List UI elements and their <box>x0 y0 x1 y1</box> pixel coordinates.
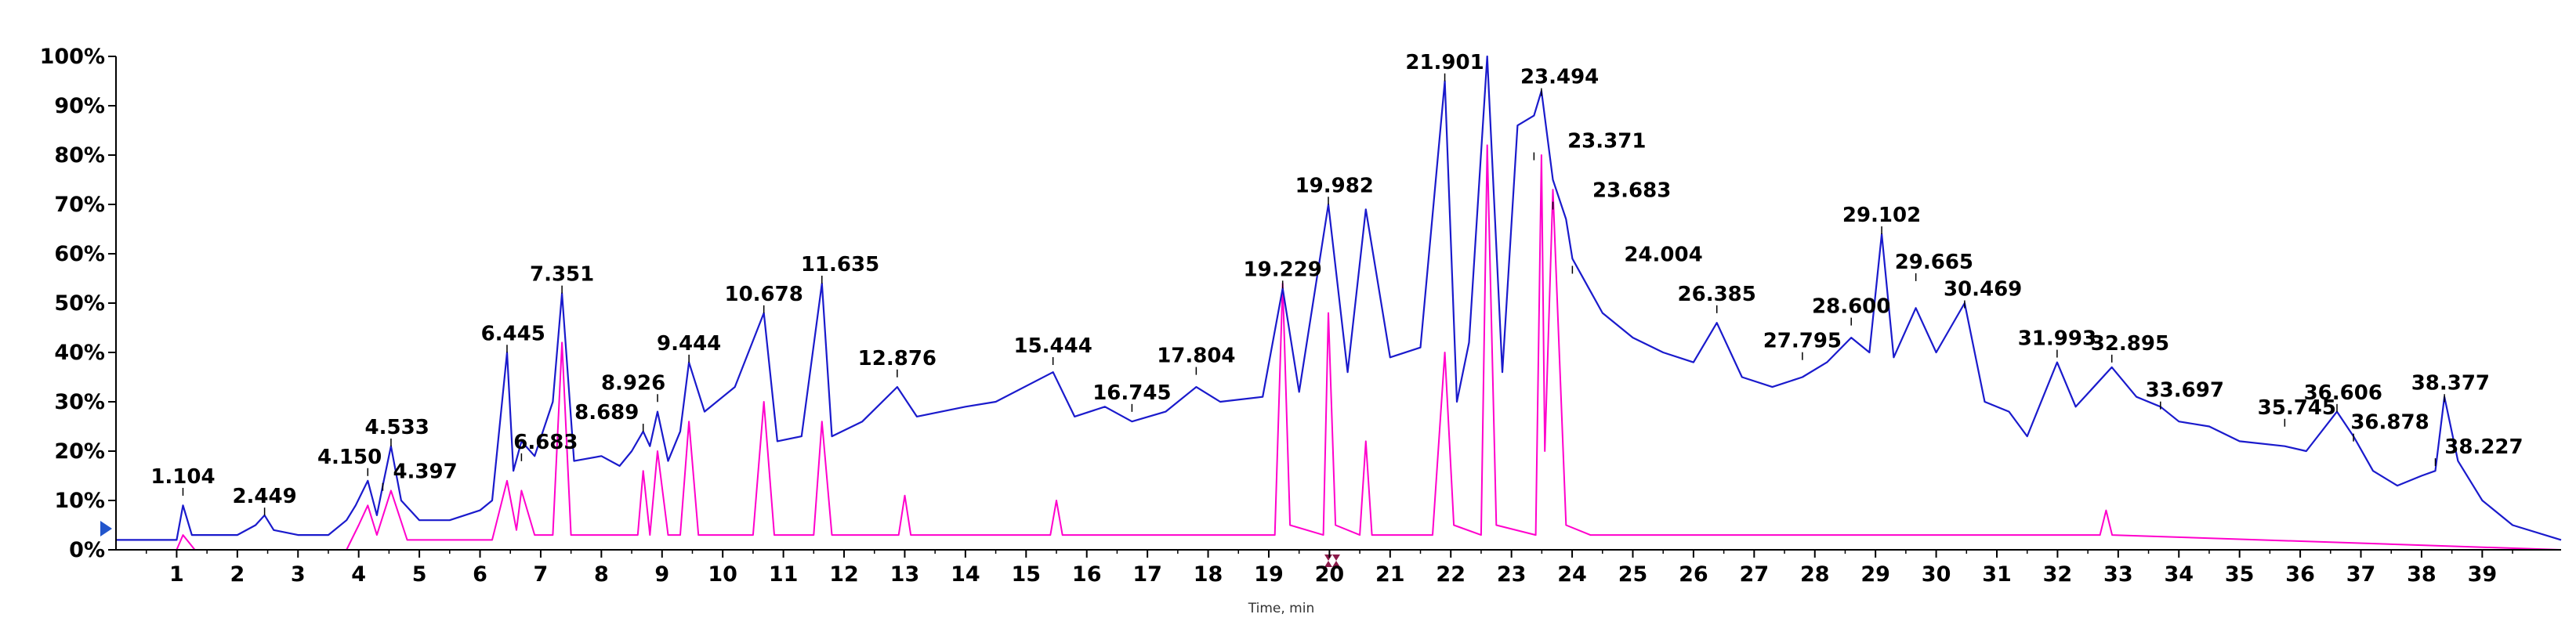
x-tick-label: 11 <box>769 562 799 587</box>
peak-label: 8.689 <box>574 401 639 424</box>
peak-label: 28.600 <box>1812 295 1890 319</box>
x-tick-label: 3 <box>291 562 306 587</box>
cursor-marker-icon <box>1324 554 1340 567</box>
peak-label: 30.469 <box>1944 278 2022 302</box>
series-line-1 <box>116 55 2562 541</box>
peak-label: 4.533 <box>365 416 429 439</box>
y-tick-label: 20% <box>54 439 105 464</box>
peak-label: 19.229 <box>1244 258 1322 281</box>
x-tick-label: 13 <box>890 562 920 587</box>
x-tick-label: 2 <box>230 562 245 587</box>
x-tick-label: 14 <box>951 562 980 587</box>
peak-label: 9.444 <box>657 332 721 356</box>
x-tick-label: 36 <box>2285 562 2315 587</box>
peak-label: 12.876 <box>858 347 937 370</box>
x-tick-label: 37 <box>2346 562 2376 587</box>
y-tick-label: 10% <box>54 489 105 513</box>
peak-label: 26.385 <box>1678 283 1756 306</box>
y-tick-label: 80% <box>54 143 105 168</box>
series-line-2 <box>116 144 2562 551</box>
y-tick-label: 50% <box>54 291 105 316</box>
x-tick-label: 39 <box>2468 562 2498 587</box>
peak-label: 38.377 <box>2411 371 2490 395</box>
peak-label: 36.878 <box>2350 411 2429 435</box>
x-tick-label: 16 <box>1072 562 1102 587</box>
x-tick-label: 26 <box>1679 562 1708 587</box>
peak-label: 17.804 <box>1157 345 1235 368</box>
peak-label: 32.895 <box>2091 332 2169 356</box>
x-tick-label: 10 <box>708 562 737 587</box>
axes-layer <box>100 56 2561 567</box>
x-tick-label: 24 <box>1557 562 1587 587</box>
peak-label: 23.494 <box>1520 66 1599 89</box>
peak-label: 6.683 <box>513 431 578 454</box>
x-tick-label: 31 <box>1982 562 2012 587</box>
peak-label: 19.982 <box>1295 174 1374 197</box>
peak-label: 16.745 <box>1092 381 1171 405</box>
x-tick-label: 23 <box>1497 562 1527 587</box>
x-tick-label: 34 <box>2164 562 2194 587</box>
peak-label: 36.606 <box>2304 381 2382 405</box>
y-tick-label: 90% <box>54 94 105 118</box>
x-tick-label: 4 <box>351 562 366 587</box>
peak-label: 23.683 <box>1592 179 1671 203</box>
y-offset-arrow-icon <box>100 521 112 536</box>
x-tick-label: 6 <box>473 562 487 587</box>
x-tick-label: 27 <box>1740 562 1770 587</box>
peak-label: 8.926 <box>601 371 665 395</box>
x-tick-label: 33 <box>2103 562 2133 587</box>
x-tick-label: 38 <box>2407 562 2437 587</box>
peak-label: 6.445 <box>481 322 545 345</box>
peak-label: 11.635 <box>801 253 879 276</box>
x-tick-label: 5 <box>412 562 427 587</box>
x-tick-label: 30 <box>1922 562 1951 587</box>
x-tick-label: 15 <box>1012 562 1042 587</box>
x-tick-label: 7 <box>534 562 549 587</box>
peak-label: 1.104 <box>150 465 215 489</box>
y-tick-label: 100% <box>40 45 105 69</box>
x-tick-label: 32 <box>2043 562 2073 587</box>
peak-label: 21.901 <box>1405 51 1484 74</box>
peak-label: 27.795 <box>1763 330 1842 353</box>
y-tick-label: 60% <box>54 242 105 266</box>
x-tick-label: 8 <box>594 562 609 587</box>
peak-label: 23.371 <box>1567 130 1646 154</box>
x-tick-label: 17 <box>1132 562 1162 587</box>
y-tick-label: 70% <box>54 193 105 217</box>
y-tick-label: 30% <box>54 390 105 414</box>
y-tick-label: 0% <box>69 538 105 562</box>
x-tick-label: 9 <box>654 562 669 587</box>
peak-label: 4.397 <box>393 461 457 484</box>
x-axis-title: Time, min <box>1248 601 1314 616</box>
x-tick-label: 28 <box>1800 562 1830 587</box>
x-tick-label: 35 <box>2225 562 2255 587</box>
peak-label: 24.004 <box>1624 243 1702 266</box>
x-tick-label: 18 <box>1194 562 1223 587</box>
ticks-layer: 0%10%20%30%40%50%60%70%80%90%100%1 2 3 4 5 6 7… <box>40 45 2513 587</box>
x-tick-label: 22 <box>1436 562 1466 587</box>
peak-label: 31.993 <box>2018 327 2096 351</box>
peak-label: 2.449 <box>232 485 296 508</box>
x-tick-label: 19 <box>1254 562 1284 587</box>
peak-label: 38.227 <box>2444 435 2523 459</box>
y-tick-label: 40% <box>54 341 105 365</box>
peak-label: 29.665 <box>1895 251 1973 274</box>
x-tick-label: 21 <box>1375 562 1405 587</box>
x-tick-label: 12 <box>829 562 859 587</box>
peak-label: 10.678 <box>725 283 803 306</box>
x-tick-label: 1 <box>169 562 184 587</box>
peak-label: 4.150 <box>317 446 382 469</box>
peak-label: 15.444 <box>1013 334 1092 358</box>
peak-label: 35.745 <box>2258 396 2336 420</box>
peak-label: 33.697 <box>2146 379 2224 403</box>
x-tick-label: 29 <box>1860 562 1890 587</box>
peak-label: 29.102 <box>1842 204 1921 227</box>
peak-labels-layer: 1.104 2.449 4.150 4.533 4.397 6.445 6.683 7.351… <box>150 51 2523 516</box>
x-tick-label: 25 <box>1618 562 1648 587</box>
peak-label: 7.351 <box>530 263 594 287</box>
x-tick-label: 20 <box>1315 562 1345 587</box>
series-layer <box>116 55 2562 551</box>
